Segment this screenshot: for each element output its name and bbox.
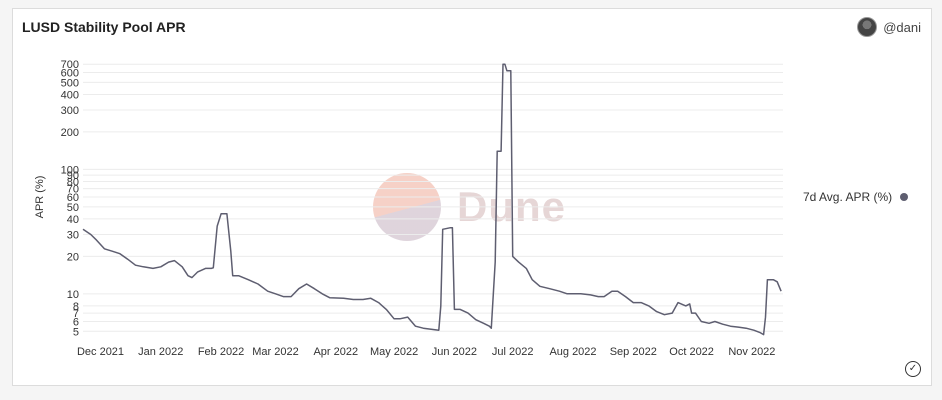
y-tick-label: 6	[73, 316, 79, 328]
y-tick-label: 7	[73, 308, 79, 320]
y-tick-label: 40	[67, 214, 79, 226]
legend[interactable]: 7d Avg. APR (%)	[803, 190, 909, 204]
y-tick-label: 90	[67, 170, 79, 182]
series-line	[82, 63, 782, 336]
y-tick-label: 400	[61, 89, 79, 101]
check-circle-icon[interactable]: ✓	[905, 361, 921, 377]
x-tick-label: Dec 2021	[77, 346, 124, 358]
y-tick-label: 500	[61, 77, 79, 89]
y-tick-label: 10	[67, 289, 79, 301]
y-tick-label: 300	[61, 105, 79, 117]
x-tick-label: Feb 2022	[198, 346, 244, 358]
x-tick-label: Sep 2022	[610, 346, 657, 358]
y-tick-label: 700	[61, 59, 79, 71]
legend-label[interactable]: 7d Avg. APR (%)	[803, 190, 893, 204]
x-tick-label: Jun 2022	[432, 346, 477, 358]
y-tick-label: 50	[67, 202, 79, 214]
y-tick-label: 70	[67, 184, 79, 196]
y-axis-label: APR (%)	[34, 176, 46, 219]
x-tick-label: Jul 2022	[492, 346, 534, 358]
x-tick-label: Oct 2022	[669, 346, 714, 358]
y-tick-label: 600	[61, 68, 79, 80]
x-tick-label: Apr 2022	[313, 346, 358, 358]
y-tick-label: 60	[67, 192, 79, 204]
legend-dot-icon	[900, 193, 909, 201]
author-name[interactable]: @dani	[883, 19, 921, 35]
y-tick-label: 100	[61, 164, 79, 176]
chart-title: LUSD Stability Pool APR	[22, 19, 186, 35]
author-link[interactable]: @dani	[857, 17, 921, 37]
x-tick-label: May 2022	[370, 346, 418, 358]
y-tick-label: 80	[67, 176, 79, 188]
y-tick-label: 20	[67, 251, 79, 263]
y-tick-label: 5	[73, 326, 79, 338]
x-tick-label: Nov 2022	[728, 346, 775, 358]
y-tick-label: 200	[61, 127, 79, 139]
y-tick-label: 30	[67, 229, 79, 241]
avatar[interactable]	[857, 17, 878, 37]
x-tick-label: Aug 2022	[549, 346, 596, 358]
x-tick-label: Mar 2022	[252, 346, 298, 358]
y-tick-label: 8	[73, 301, 79, 313]
x-tick-label: Jan 2022	[138, 346, 183, 358]
